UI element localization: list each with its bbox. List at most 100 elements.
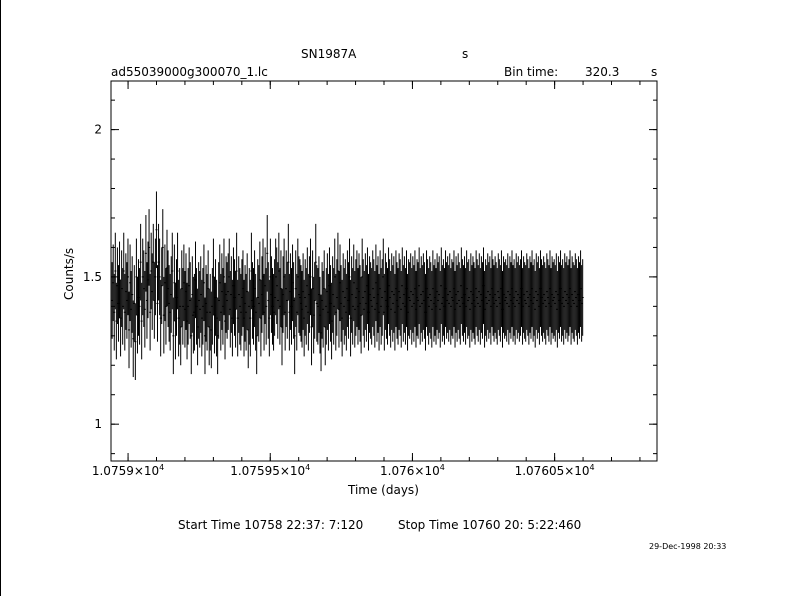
data-point — [168, 302, 171, 304]
data-point — [317, 294, 320, 296]
data-point — [214, 297, 217, 299]
data-point — [480, 294, 483, 296]
data-point — [235, 270, 238, 272]
data-point — [439, 308, 442, 310]
data-point — [411, 294, 414, 296]
data-point — [138, 305, 141, 307]
data-point — [418, 285, 421, 287]
data-point — [201, 305, 204, 307]
data-point — [170, 294, 173, 296]
data-point — [576, 305, 579, 307]
data-point — [118, 279, 121, 281]
data-point — [240, 297, 243, 299]
data-point — [482, 285, 485, 287]
data-point — [318, 314, 321, 316]
data-point — [137, 297, 140, 299]
data-point — [373, 308, 376, 310]
y-tick-label: 1.5 — [83, 270, 102, 284]
data-point — [408, 299, 411, 301]
data-point — [520, 288, 523, 290]
data-point — [529, 299, 532, 301]
data-point — [307, 311, 310, 313]
data-point — [366, 285, 369, 287]
data-point — [489, 305, 492, 307]
data-point — [148, 246, 151, 248]
stop-time: Stop Time 10760 20: 5:22:460 — [398, 518, 582, 532]
data-point — [498, 297, 501, 299]
data-point — [546, 297, 549, 299]
data-point — [293, 335, 296, 337]
data-point — [178, 305, 181, 307]
data-point — [389, 308, 392, 310]
data-point — [544, 305, 547, 307]
data-point — [399, 297, 402, 299]
data-point — [445, 299, 448, 301]
data-point — [496, 305, 499, 307]
data-point — [244, 302, 247, 304]
data-point — [252, 305, 255, 307]
data-point — [436, 291, 439, 293]
data-point — [441, 302, 444, 304]
data-point — [277, 270, 280, 272]
data-point — [348, 276, 351, 278]
data-point — [332, 305, 335, 307]
data-point — [527, 305, 530, 307]
data-point — [473, 299, 476, 301]
data-point — [372, 297, 375, 299]
data-point — [535, 291, 538, 293]
data-point — [380, 305, 383, 307]
data-point — [560, 302, 563, 304]
data-point — [278, 305, 281, 307]
data-point — [213, 314, 216, 316]
data-point — [120, 288, 123, 290]
data-point — [371, 288, 374, 290]
data-point — [207, 288, 210, 290]
data-point — [481, 299, 484, 301]
data-point — [505, 302, 508, 304]
data-point — [180, 288, 183, 290]
data-point — [570, 305, 573, 307]
data-point — [218, 282, 221, 284]
data-point — [245, 311, 248, 313]
data-point — [216, 335, 219, 337]
data-point — [516, 299, 519, 301]
data-point — [287, 261, 290, 263]
data-point — [537, 294, 540, 296]
data-point — [368, 294, 371, 296]
data-point — [298, 297, 301, 299]
data-point — [548, 288, 551, 290]
data-point — [149, 311, 152, 313]
data-point — [286, 299, 289, 301]
data-point — [194, 279, 197, 281]
data-point — [239, 311, 242, 313]
data-point — [250, 270, 253, 272]
data-point — [342, 291, 345, 293]
data-point — [539, 288, 542, 290]
data-point — [536, 299, 539, 301]
data-point — [177, 317, 180, 319]
data-point — [323, 288, 326, 290]
data-point — [310, 326, 313, 328]
data-point — [404, 305, 407, 307]
data-point — [304, 297, 307, 299]
data-point — [197, 299, 200, 301]
data-point — [336, 270, 339, 272]
data-point — [435, 305, 438, 307]
data-point — [288, 311, 291, 313]
data-point — [343, 305, 346, 307]
data-point — [331, 294, 334, 296]
data-point — [575, 297, 578, 299]
data-point — [253, 288, 256, 290]
data-point — [176, 270, 179, 272]
data-point — [387, 285, 390, 287]
data-point — [131, 294, 134, 296]
data-point — [267, 299, 270, 301]
data-point — [143, 308, 146, 310]
data-point — [291, 282, 294, 284]
data-point — [228, 276, 231, 278]
data-point — [112, 282, 115, 284]
data-point — [254, 311, 257, 313]
data-point — [486, 291, 489, 293]
data-point — [392, 294, 395, 296]
